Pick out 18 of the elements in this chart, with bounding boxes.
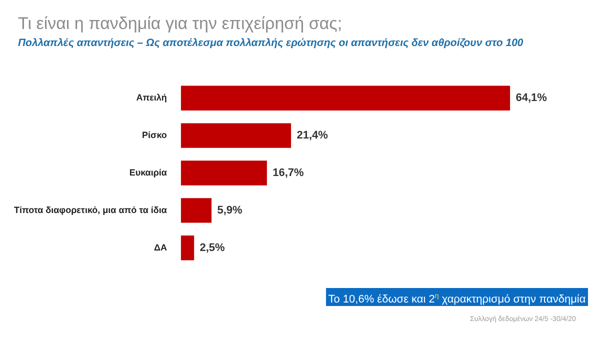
data-label: 5,9% <box>217 204 242 216</box>
y-tick-label: Ευκαιρία <box>129 167 168 178</box>
chart-subtitle: Πολλαπλές απαντήσεις – Ως αποτέλεσμα πολλαπλής ερώτησης οι απαντήσεις δεν αθροίζουν στο 100 <box>18 37 524 49</box>
chart-title: Τι είναι η πανδημία για την επιχείρησή σας; <box>18 14 342 34</box>
data-label: 64,1% <box>516 92 548 104</box>
bar <box>180 123 292 148</box>
y-tick-label: Απειλή <box>136 92 167 103</box>
text: Το 10,6% έδωσε και 2$^{η}$ χαρακτηρισμό στην πανδημία <box>326 288 588 306</box>
data-label: 21,4% <box>296 130 328 142</box>
y-tick-label: ΔΑ <box>154 242 168 252</box>
bar <box>180 198 212 223</box>
bar <box>180 160 267 186</box>
data-label: 2,5% <box>200 242 226 254</box>
y-tick-label: Ρίσκο <box>142 130 168 140</box>
data-label: 16,7% <box>272 167 304 180</box>
bar <box>180 236 194 260</box>
bar <box>180 86 510 110</box>
y-tick-label: Τίποτα διαφορετικό, μια από τα ίδια <box>14 204 168 215</box>
